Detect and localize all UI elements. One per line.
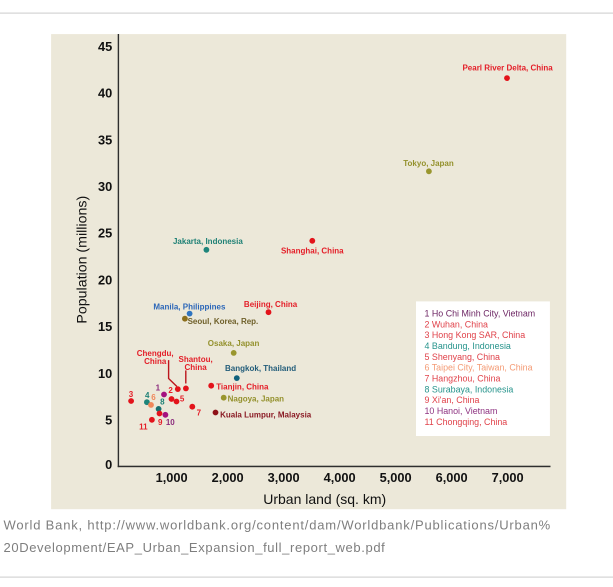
- svg-text:2 Wuhan, China: 2 Wuhan, China: [425, 319, 489, 329]
- svg-text:1 Ho Chi Minh City, Vietnam: 1 Ho Chi Minh City, Vietnam: [425, 308, 536, 318]
- svg-text:Tianjin, China: Tianjin, China: [216, 383, 269, 392]
- svg-text:15: 15: [98, 319, 112, 334]
- svg-text:3 Hong Kong SAR, China: 3 Hong Kong SAR, China: [425, 330, 526, 340]
- svg-text:Seoul, Korea, Rep.: Seoul, Korea, Rep.: [188, 317, 259, 326]
- svg-text:China: China: [144, 357, 167, 366]
- svg-text:5,000: 5,000: [380, 470, 412, 485]
- svg-text:30: 30: [98, 179, 112, 194]
- svg-text:0: 0: [105, 457, 112, 472]
- svg-text:9: 9: [158, 418, 163, 427]
- svg-text:Jakarta, Indonesia: Jakarta, Indonesia: [173, 237, 243, 246]
- svg-text:8: 8: [160, 398, 165, 407]
- svg-text:Population (millions): Population (millions): [74, 196, 90, 324]
- svg-text:35: 35: [98, 132, 112, 147]
- svg-text:Beijing, China: Beijing, China: [244, 300, 298, 309]
- svg-text:1: 1: [156, 384, 161, 393]
- svg-text:Shantou,: Shantou,: [178, 355, 212, 364]
- svg-text:3,000: 3,000: [268, 470, 300, 485]
- svg-text:4 Bandung, Indonesia: 4 Bandung, Indonesia: [425, 341, 511, 351]
- svg-text:2: 2: [168, 386, 173, 395]
- svg-text:8 Surabaya, Indonesia: 8 Surabaya, Indonesia: [425, 384, 514, 394]
- svg-text:Bangkok, Thailand: Bangkok, Thailand: [225, 364, 296, 373]
- svg-text:6: 6: [151, 393, 156, 402]
- svg-text:Osaka, Japan: Osaka, Japan: [208, 339, 260, 348]
- svg-text:25: 25: [98, 226, 112, 241]
- svg-text:Chengdu,: Chengdu,: [137, 349, 174, 358]
- svg-text:20Development/EAP_Urban_Expans: 20Development/EAP_Urban_Expansion_full_r…: [4, 540, 386, 555]
- svg-text:7,000: 7,000: [492, 470, 524, 485]
- svg-text:10 Hanoi, Vietnam: 10 Hanoi, Vietnam: [425, 406, 498, 416]
- svg-text:6,000: 6,000: [436, 470, 468, 485]
- svg-text:6 Taipei City, Taiwan, China: 6 Taipei City, Taiwan, China: [425, 363, 533, 373]
- svg-text:45: 45: [98, 39, 112, 54]
- svg-text:7 Hangzhou, China: 7 Hangzhou, China: [425, 374, 501, 384]
- svg-text:1,000: 1,000: [156, 470, 188, 485]
- svg-text:China: China: [184, 363, 207, 372]
- svg-text:7: 7: [197, 408, 202, 417]
- svg-text:11: 11: [139, 423, 148, 432]
- svg-text:20: 20: [98, 272, 112, 287]
- svg-text:4,000: 4,000: [324, 470, 356, 485]
- svg-text:Manila, Philippines: Manila, Philippines: [153, 302, 226, 311]
- svg-text:4: 4: [145, 391, 150, 400]
- svg-text:11 Chongqing, China: 11 Chongqing, China: [425, 417, 508, 427]
- svg-text:Tokyo, Japan: Tokyo, Japan: [403, 159, 454, 168]
- svg-text:10: 10: [98, 366, 112, 381]
- svg-text:Nagoya, Japan: Nagoya, Japan: [228, 395, 285, 404]
- svg-text:Shanghai, China: Shanghai, China: [281, 247, 344, 256]
- svg-text:10: 10: [166, 418, 175, 427]
- svg-text:2,000: 2,000: [212, 470, 244, 485]
- svg-text:5: 5: [105, 413, 112, 428]
- svg-text:3: 3: [129, 390, 134, 399]
- svg-text:40: 40: [98, 86, 112, 101]
- svg-text:Urban land (sq. km): Urban land (sq. km): [263, 491, 386, 507]
- svg-text:World Bank, http://www.worldba: World Bank, http://www.worldbank.org/con…: [4, 518, 552, 533]
- svg-text:5: 5: [180, 394, 185, 403]
- svg-text:Pearl River Delta, China: Pearl River Delta, China: [462, 64, 553, 73]
- svg-text:5 Shenyang, China: 5 Shenyang, China: [425, 352, 501, 362]
- svg-text:9 Xi'an, China: 9 Xi'an, China: [425, 395, 480, 405]
- svg-text:Kuala Lumpur, Malaysia: Kuala Lumpur, Malaysia: [220, 411, 312, 420]
